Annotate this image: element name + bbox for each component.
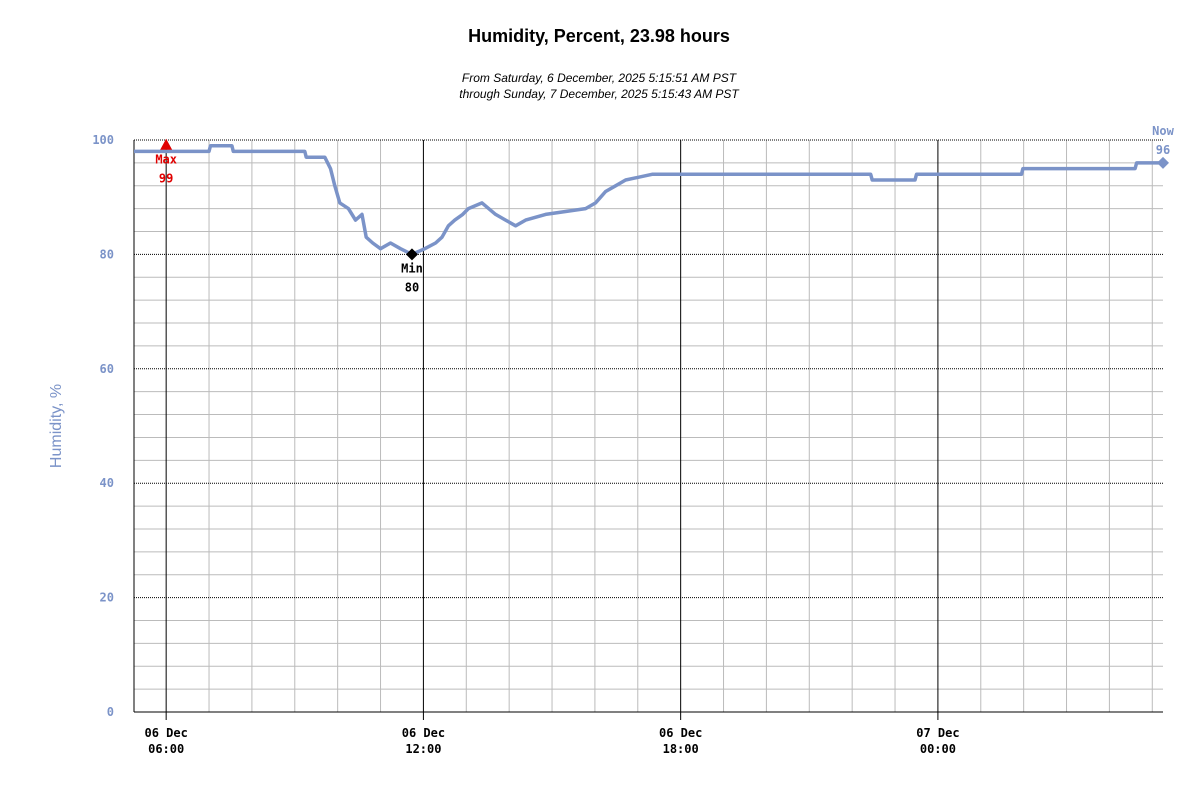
chart-title: Humidity, Percent, 23.98 hours <box>468 26 730 46</box>
data-line <box>134 143 1163 257</box>
annotation-marker <box>160 138 173 150</box>
y-tick-label: 80 <box>100 247 114 261</box>
y-axis-label: Humidity, % <box>48 384 65 468</box>
subtitle: From Saturday, 6 December, 2025 5:15:51 … <box>462 71 738 85</box>
x-tick-label: 12:00 <box>405 742 441 756</box>
annotation-value: 96 <box>1156 143 1170 157</box>
y-tick-label: 40 <box>100 476 114 490</box>
x-tick-label: 06 Dec <box>144 726 187 740</box>
y-tick-label: 20 <box>100 591 114 605</box>
annotation-label: Now <box>1152 124 1174 138</box>
x-tick-label: 06 Dec <box>402 726 445 740</box>
x-tick-label: 06 Dec <box>659 726 702 740</box>
annotation-label: Max <box>155 153 177 167</box>
annotation-value: 80 <box>405 280 419 294</box>
x-tick-label: 00:00 <box>920 742 956 756</box>
y-tick-label: 0 <box>107 705 114 719</box>
x-tick-label: 07 Dec <box>916 726 959 740</box>
x-tick-label: 18:00 <box>663 742 699 756</box>
annotation-value: 99 <box>159 172 173 186</box>
x-tick-label: 06:00 <box>148 742 184 756</box>
subtitle: through Sunday, 7 December, 2025 5:15:43… <box>459 87 740 101</box>
y-tick-label: 60 <box>100 362 114 376</box>
y-tick-label: 100 <box>92 133 114 147</box>
annotation-marker <box>1157 156 1169 169</box>
annotation-marker <box>405 248 418 261</box>
annotation-label: Min <box>401 261 423 275</box>
